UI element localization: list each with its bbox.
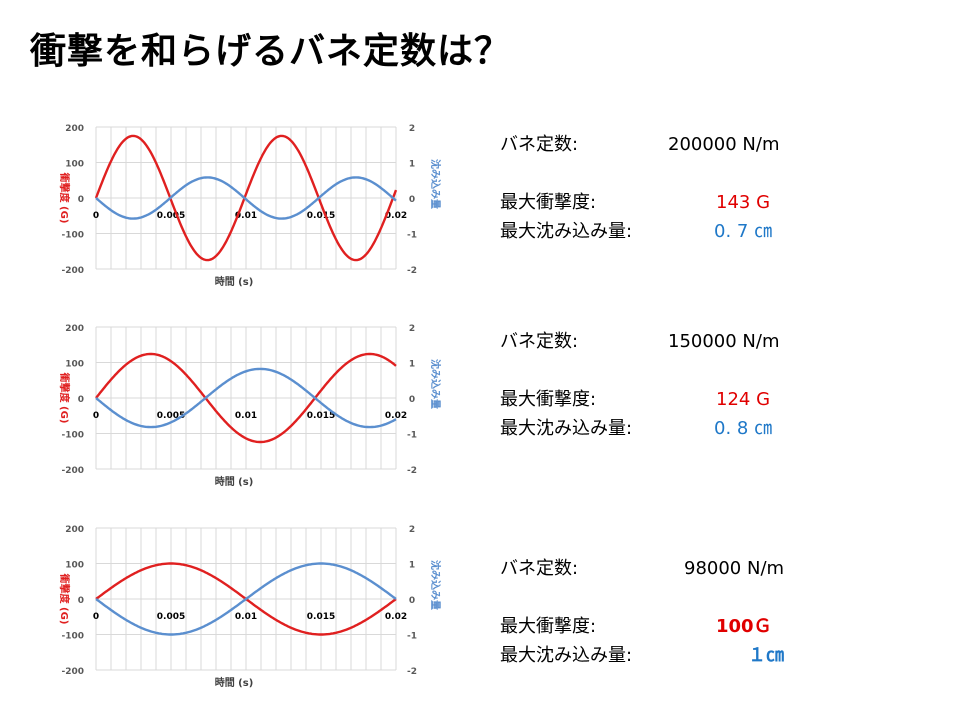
spring-constant-label: バネ定数: (500, 331, 579, 352)
y-left-tick-label: 200 (65, 525, 84, 535)
grid (95, 126, 397, 270)
x-tick-label: 0.01 (235, 612, 257, 622)
x-tick-label: 0.015 (307, 211, 335, 221)
max-impact-value: 124 G (716, 389, 771, 410)
x-tick-label: 0.015 (307, 411, 335, 421)
y-left-tick-label: -200 (61, 667, 84, 677)
y-right-tick-label: 2 (409, 124, 415, 134)
x-tick-label: 0 (93, 612, 99, 622)
x-tick-label: 0.005 (157, 411, 185, 421)
y-right-tick-label: -1 (407, 431, 417, 441)
y-left-tick-label: 100 (65, 360, 84, 370)
y-left-tick-label: -200 (61, 266, 84, 276)
max-sink-value: 0. 8 ㎝ (714, 418, 773, 439)
max-impact-label: 最大衝撃度: (500, 616, 597, 637)
y-right-tick-label: 0 (409, 395, 415, 405)
y-right-tick-label: -2 (407, 667, 417, 677)
page-title: 衝撃を和らげるバネ定数は？ (30, 31, 512, 72)
x-tick-label: 0 (93, 211, 99, 221)
y-right-tick-label: 1 (409, 160, 415, 170)
y-right-tick-label: 0 (409, 195, 415, 205)
y-right-axis-title: 沈み込み量 (429, 159, 442, 209)
y-right-tick-label: -2 (407, 266, 417, 276)
chart-svg: 200 100 0 -100 -200 2 1 0 -1 -2 0 0.005 0.01 0.015 0.0… (58, 324, 442, 488)
y-right-tick-label: -1 (407, 231, 417, 241)
spring-constant-label: バネ定数: (500, 558, 579, 579)
y-left-tick-label: 0 (78, 395, 84, 405)
y-right-tick-label: 1 (409, 360, 415, 370)
x-tick-label: 0.005 (157, 612, 185, 622)
y-right-axis-title: 沈み込み量 (429, 560, 442, 610)
y-left-tick-label: 0 (78, 596, 84, 606)
chart-2: 200 100 0 -100 -200 2 1 0 -1 -2 0 0.005 0.01 0.015 0.0… (40, 313, 470, 503)
x-axis-title: 時間 (s) (215, 475, 254, 488)
y-left-tick-label: 200 (65, 324, 84, 334)
y-left-tick-label: 100 (65, 561, 84, 571)
x-tick-label: 0.02 (385, 612, 407, 622)
max-impact-value: 100Ｇ (716, 616, 772, 637)
x-tick-label: 0.005 (157, 211, 185, 221)
x-tick-label: 0 (93, 411, 99, 421)
max-sink-value: 0. 7 ㎝ (714, 221, 773, 242)
y-right-tick-label: 0 (409, 596, 415, 606)
impact-series-line (94, 134, 398, 262)
y-right-tick-label: -2 (407, 466, 417, 476)
y-left-tick-label: -100 (61, 632, 84, 642)
max-sink-label: 最大沈み込み量: (500, 221, 633, 242)
y-right-tick-label: 1 (409, 561, 415, 571)
y-left-tick-label: 100 (65, 160, 84, 170)
impact-series-line (95, 352, 397, 444)
y-left-axis-title: 衝撃度 (G) (58, 172, 71, 224)
max-sink-label: 最大沈み込み量: (500, 645, 633, 666)
x-tick-label: 0.02 (385, 411, 407, 421)
x-tick-label: 0.01 (235, 211, 257, 221)
x-tick-label: 0.015 (307, 612, 335, 622)
y-left-tick-label: -100 (61, 231, 84, 241)
spring-constant-value: 98000 N/m (684, 558, 785, 579)
y-left-axis-title: 衝撃度 (G) (58, 573, 71, 625)
spring-constant-value: 150000 N/m (668, 331, 780, 352)
chart-svg: 200 100 0 -100 -200 2 1 0 -1 -2 0 0.005 0.01 0.015 0.0… (58, 124, 442, 288)
x-tick-label: 0.02 (385, 211, 407, 221)
spring-constant-value: 200000 N/m (668, 134, 780, 155)
x-axis-title: 時間 (s) (215, 676, 254, 689)
sink-series-line (95, 176, 397, 220)
max-sink-value: １㎝ (748, 645, 784, 666)
y-left-tick-label: -100 (61, 431, 84, 441)
y-left-tick-label: -200 (61, 466, 84, 476)
max-impact-value: 143 G (716, 192, 771, 213)
y-left-tick-label: 0 (78, 195, 84, 205)
x-tick-label: 0.01 (235, 411, 257, 421)
chart-svg: 200 100 0 -100 -200 2 1 0 -1 -2 0 0.005 0.01 0.015 0.0… (58, 525, 442, 689)
grid (95, 326, 397, 470)
y-right-tick-label: -1 (407, 632, 417, 642)
max-sink-label: 最大沈み込み量: (500, 418, 633, 439)
x-axis-title: 時間 (s) (215, 275, 254, 288)
chart-1: 200 100 0 -100 -200 2 1 0 -1 -2 0 0.005 0.01 0.015 0.0… (40, 113, 470, 303)
sink-series-line (95, 367, 397, 429)
spring-constant-label: バネ定数: (500, 134, 579, 155)
y-left-tick-label: 200 (65, 124, 84, 134)
grid (95, 527, 397, 671)
max-impact-label: 最大衝撃度: (500, 192, 597, 213)
y-left-axis-title: 衝撃度 (G) (58, 372, 71, 424)
y-right-axis-title: 沈み込み量 (429, 359, 442, 409)
max-impact-label: 最大衝撃度: (500, 389, 597, 410)
y-right-tick-label: 2 (409, 525, 415, 535)
sink-series-line (95, 562, 397, 636)
chart-3: 200 100 0 -100 -200 2 1 0 -1 -2 0 0.005 0.01 0.015 0.0… (40, 514, 470, 704)
y-right-tick-label: 2 (409, 324, 415, 334)
